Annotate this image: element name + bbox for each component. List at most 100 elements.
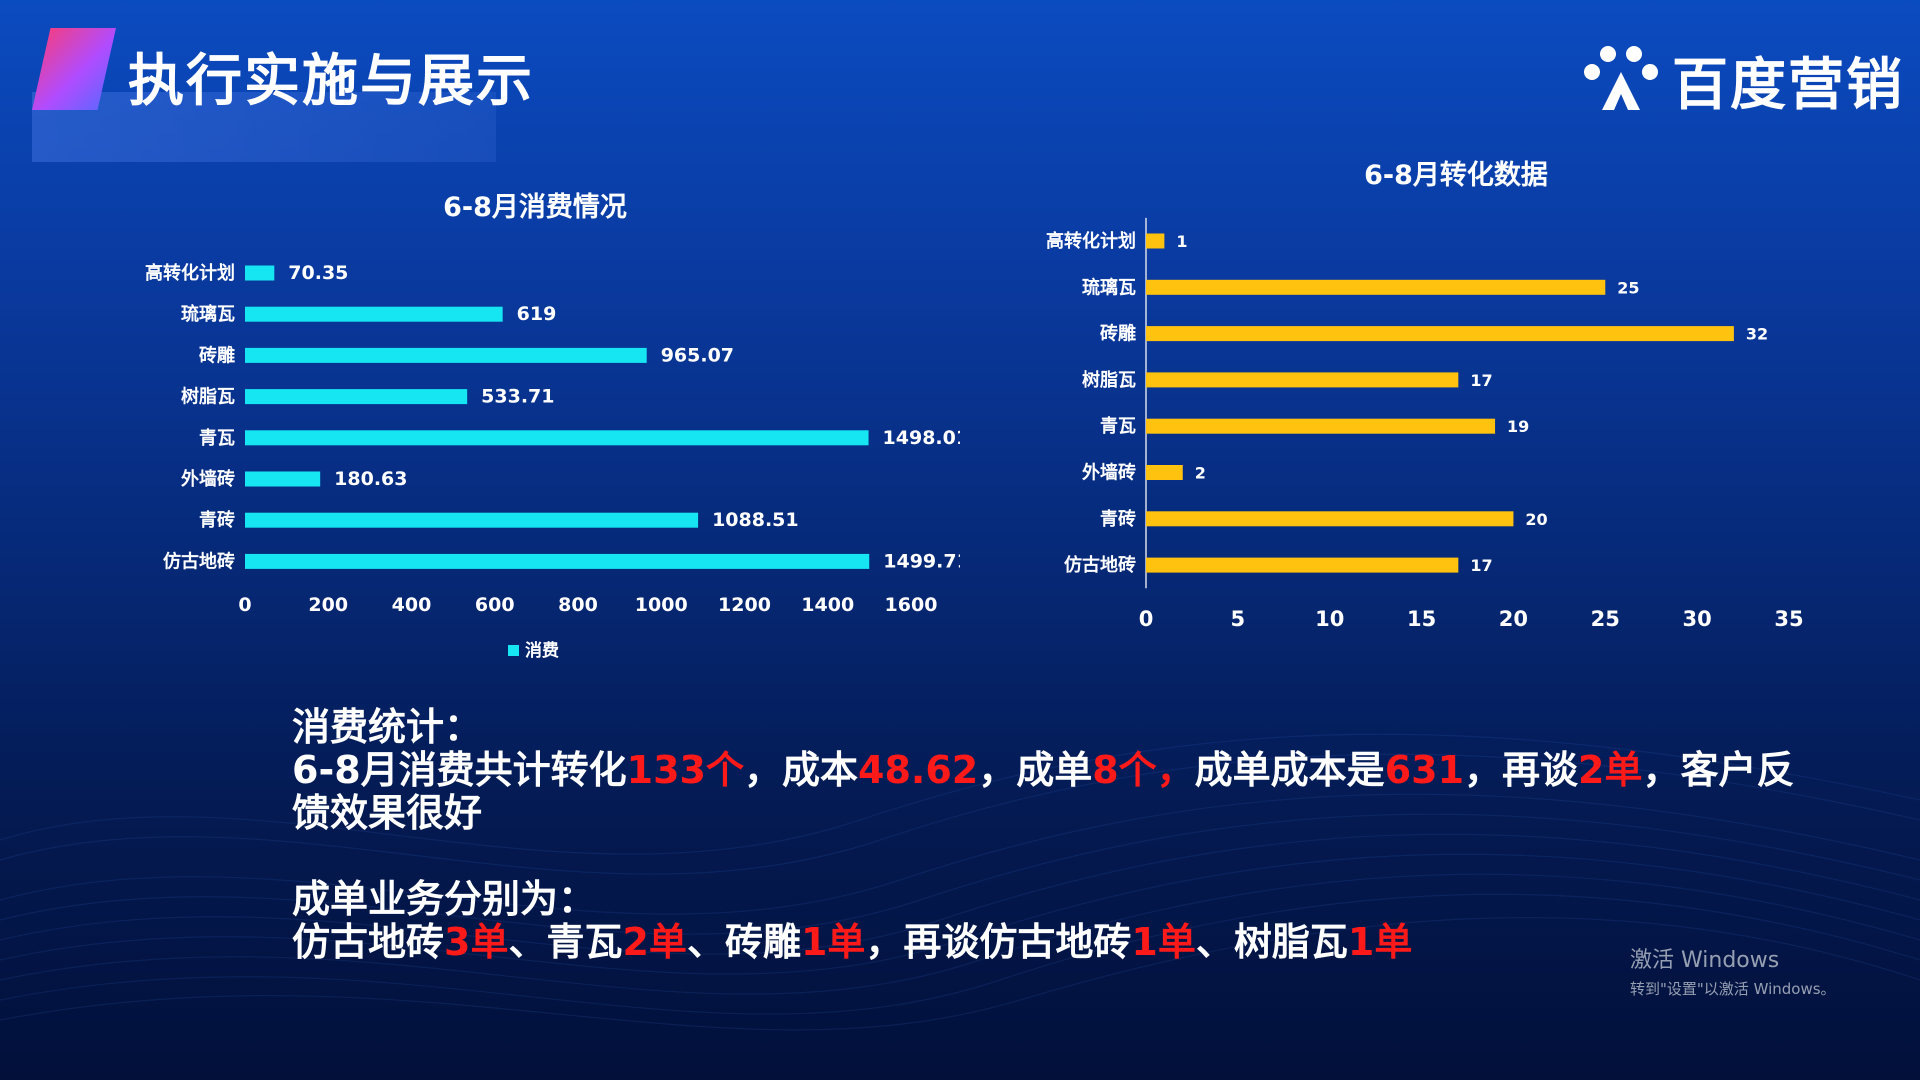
summary-line-stats: 6-8月消费共计转化133个，成本48.62，成单8个，成单成本是631，再谈2… xyxy=(292,748,1795,792)
data-label: 180.63 xyxy=(334,468,407,490)
bar xyxy=(1146,279,1606,295)
category-label: 外墙砖 xyxy=(181,468,235,490)
baidu-paw-icon xyxy=(1584,46,1658,110)
bar xyxy=(245,347,647,363)
highlight-value: 3单 xyxy=(444,920,509,964)
data-label: 17 xyxy=(1470,371,1492,390)
category-label: 仿古地砖 xyxy=(163,550,235,572)
data-label: 25 xyxy=(1617,278,1639,297)
category-label: 树脂瓦 xyxy=(1082,369,1136,391)
summary-text-segment: ，再谈仿古地砖 xyxy=(865,920,1132,964)
summary-text-segment: ，成单 xyxy=(978,748,1093,792)
highlight-value: 2单 xyxy=(1578,748,1643,792)
x-tick-label: 400 xyxy=(392,594,432,616)
bar xyxy=(1146,372,1459,388)
data-label: 619 xyxy=(517,303,557,325)
title-band xyxy=(32,92,496,162)
x-tick-label: 200 xyxy=(308,594,348,616)
summary-text-segment: 、砖雕 xyxy=(686,920,801,964)
summary-text: 消费统计： 6-8月消费共计转化133个，成本48.62，成单8个，成单成本是6… xyxy=(292,705,1795,964)
highlight-value: 2单 xyxy=(622,920,687,964)
x-tick-label: 35 xyxy=(1774,607,1803,631)
data-label: 1088.51 xyxy=(712,509,799,531)
summary-text-segment: ，再谈 xyxy=(1464,748,1579,792)
page-title: 执行实施与展示 xyxy=(128,49,534,114)
bar xyxy=(245,512,699,528)
bar xyxy=(245,471,321,487)
category-label: 高转化计划 xyxy=(145,262,235,284)
category-label: 树脂瓦 xyxy=(181,386,235,408)
x-tick-label: 0 xyxy=(238,594,251,616)
data-label: 32 xyxy=(1746,325,1768,344)
category-label: 青瓦 xyxy=(1100,416,1136,437)
summary-text-segment: 、青瓦 xyxy=(508,920,623,964)
bar xyxy=(1146,326,1734,342)
summary-text-segment: 仿古地砖 xyxy=(292,920,445,964)
watermark-line1: 激活 Windows xyxy=(1630,948,1780,973)
category-label: 砖雕 xyxy=(199,344,235,366)
watermark-line2: 转到"设置"以激活 Windows。 xyxy=(1630,980,1836,998)
x-tick-label: 800 xyxy=(558,594,598,616)
x-tick-label: 1000 xyxy=(635,594,688,616)
brand-name: 百度营销 xyxy=(1672,52,1904,118)
summary-spacer xyxy=(292,835,1672,878)
category-label: 高转化计划 xyxy=(1046,230,1136,252)
data-label: 70.35 xyxy=(288,262,348,284)
bar xyxy=(1146,465,1183,480)
summary-heading-stats: 消费统计： xyxy=(292,705,483,749)
windows-activation-watermark: 激活 Windows 转到"设置"以激活 Windows。 xyxy=(1630,942,1836,999)
data-label: 1499.71 xyxy=(883,550,960,572)
bar xyxy=(1146,233,1165,249)
bar xyxy=(245,430,869,446)
legend-label: 消费 xyxy=(525,640,559,661)
data-label: 533.71 xyxy=(481,386,554,408)
summary-text-segment: ，客户反 xyxy=(1642,748,1795,792)
x-tick-label: 1400 xyxy=(801,594,854,616)
x-tick-label: 600 xyxy=(475,594,515,616)
summary-text-segment: 成单成本是 xyxy=(1194,748,1385,792)
category-label: 仿古地砖 xyxy=(1064,554,1136,576)
bar xyxy=(245,389,468,405)
chart-title: 6-8月转化数据 xyxy=(1364,160,1548,191)
bar xyxy=(245,265,275,281)
bar xyxy=(245,306,503,322)
summary-text-segment: 、树脂瓦 xyxy=(1195,920,1348,964)
x-tick-label: 20 xyxy=(1499,607,1528,631)
highlight-value: 133个 xyxy=(626,748,744,792)
bar xyxy=(1146,511,1514,527)
category-label: 琉璃瓦 xyxy=(181,303,235,325)
highlight-value: 1单 xyxy=(1131,920,1196,964)
chart-title: 6-8月消费情况 xyxy=(443,192,627,223)
legend-swatch xyxy=(508,645,519,656)
highlight-value: 631 xyxy=(1384,748,1465,792)
data-label: 17 xyxy=(1470,556,1492,575)
bar xyxy=(245,553,870,569)
summary-text-segment: ，成本 xyxy=(743,748,858,792)
x-tick-label: 30 xyxy=(1683,607,1712,631)
highlight-value: 48.62 xyxy=(858,748,979,792)
bar xyxy=(1146,418,1496,434)
x-tick-label: 15 xyxy=(1407,607,1436,631)
x-tick-label: 1600 xyxy=(885,594,938,616)
x-tick-label: 5 xyxy=(1231,607,1246,631)
category-label: 砖雕 xyxy=(1100,323,1136,345)
summary-text-segment: 6-8月消费共计转化 xyxy=(292,748,627,792)
x-tick-label: 1200 xyxy=(718,594,771,616)
summary-heading-orders: 成单业务分别为： xyxy=(292,877,597,921)
data-label: 1498.01 xyxy=(883,427,960,449)
category-label: 琉璃瓦 xyxy=(1082,276,1136,298)
category-label: 外墙砖 xyxy=(1082,462,1136,484)
data-label: 19 xyxy=(1507,417,1529,436)
category-label: 青砖 xyxy=(1100,508,1136,530)
data-label: 1 xyxy=(1176,232,1187,251)
data-label: 2 xyxy=(1195,464,1206,483)
summary-line-orders: 仿古地砖3单、青瓦2单、砖雕1单，再谈仿古地砖1单、树脂瓦1单 xyxy=(292,921,1672,964)
data-label: 20 xyxy=(1525,510,1547,529)
data-label: 965.07 xyxy=(661,344,734,366)
category-label: 青砖 xyxy=(199,509,235,531)
x-tick-label: 10 xyxy=(1315,607,1344,631)
bar xyxy=(1146,557,1459,573)
highlight-value: 8个， xyxy=(1092,748,1195,792)
